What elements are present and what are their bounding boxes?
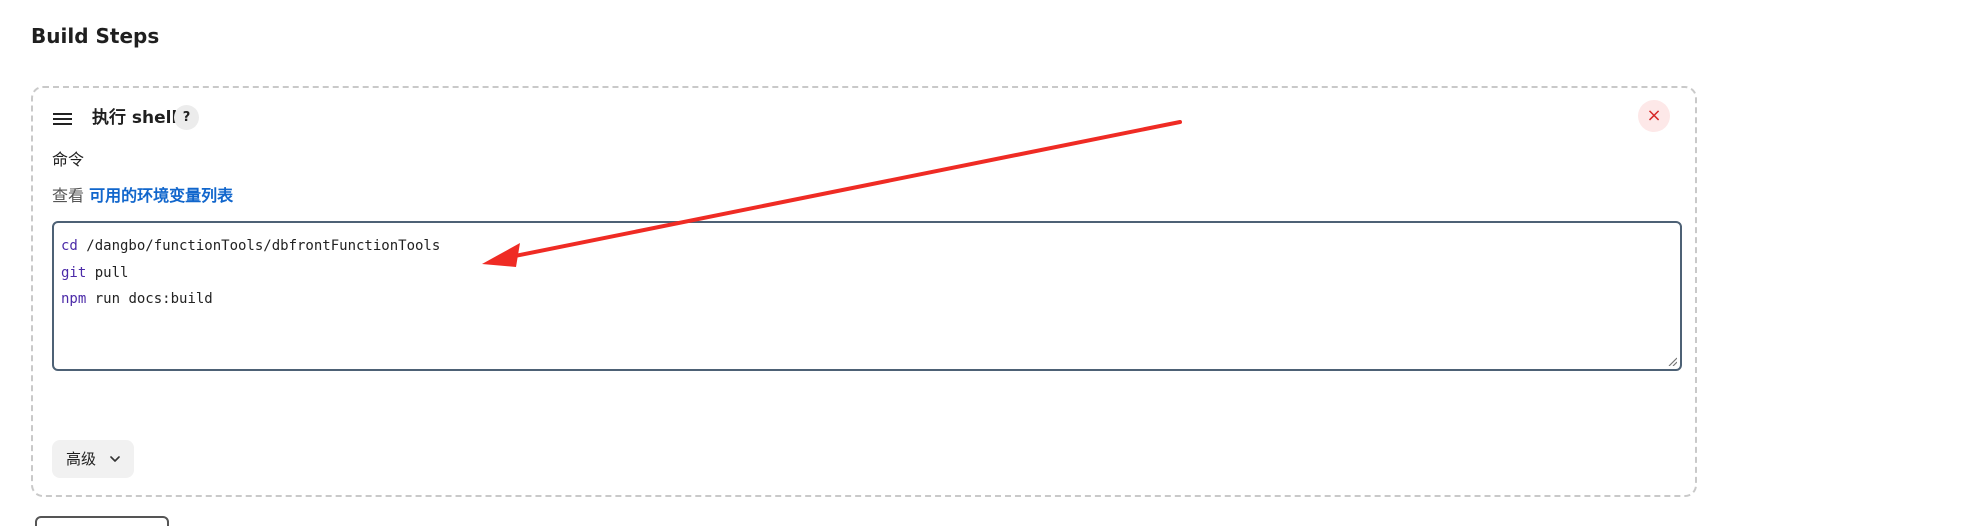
code-command: cd [61, 238, 78, 254]
code-line: cd /dangbo/functionTools/dbfrontFunction… [61, 233, 1673, 260]
code-arguments: run docs:build [86, 291, 213, 307]
code-line: git pull [61, 260, 1673, 287]
resize-grip-icon[interactable] [1667, 356, 1677, 366]
drag-handle-icon[interactable] [53, 112, 72, 126]
code-arguments: /dangbo/functionTools/dbfrontFunctionToo… [77, 238, 441, 254]
shell-build-step-card: 执行 shell ? × 命令 查看 可用的环境变量列表 cd /dangbo/… [31, 86, 1697, 497]
command-label: 命令 [52, 150, 85, 169]
environment-variables-line: 查看 可用的环境变量列表 [52, 185, 233, 207]
command-textarea[interactable]: cd /dangbo/functionTools/dbfrontFunction… [52, 221, 1682, 371]
help-button[interactable]: ? [174, 105, 199, 130]
add-build-step-button[interactable] [35, 516, 169, 526]
code-command: git [61, 264, 87, 281]
environment-variables-link[interactable]: 可用的环境变量列表 [89, 186, 234, 205]
chevron-down-icon [110, 456, 120, 462]
step-title: 执行 shell [92, 108, 178, 128]
close-icon: × [1646, 105, 1662, 126]
code-line: npm run docs:build [61, 286, 1673, 313]
page-title: Build Steps [31, 24, 160, 48]
code-command: npm [61, 291, 87, 307]
delete-step-button[interactable]: × [1638, 100, 1670, 132]
view-text: 查看 [52, 186, 90, 205]
advanced-label: 高级 [66, 450, 97, 468]
code-arguments: pull [86, 264, 129, 281]
advanced-button[interactable]: 高级 [52, 440, 134, 478]
